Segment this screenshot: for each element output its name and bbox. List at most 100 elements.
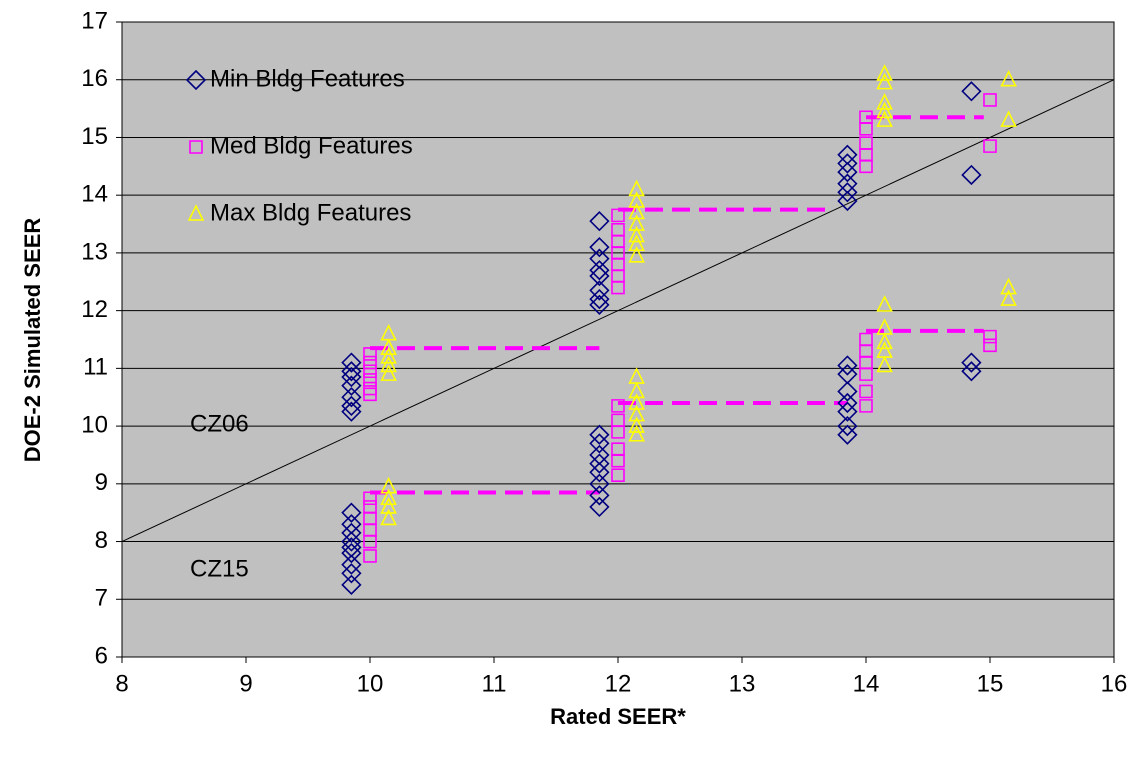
point	[363, 549, 377, 563]
point	[341, 387, 362, 408]
y-tick-label: 6	[95, 642, 108, 669]
x-tick-label: 16	[1101, 670, 1128, 697]
point	[380, 355, 397, 373]
point	[589, 265, 610, 287]
point	[628, 404, 645, 422]
point	[341, 531, 362, 552]
y-tick-label: 9	[95, 469, 108, 496]
point	[628, 416, 645, 433]
y-tick-label: 10	[81, 411, 108, 438]
point	[628, 191, 645, 208]
point	[341, 361, 362, 382]
point	[876, 101, 893, 119]
point	[589, 462, 610, 483]
point	[589, 433, 610, 454]
point	[859, 384, 873, 399]
point	[341, 366, 362, 388]
point	[961, 352, 982, 373]
x-tick-label: 12	[605, 670, 632, 697]
point	[961, 361, 982, 382]
point	[341, 554, 362, 575]
point	[859, 367, 873, 381]
x-tick-label: 11	[482, 670, 507, 697]
point	[837, 424, 858, 445]
point	[1000, 289, 1017, 306]
point	[983, 139, 997, 153]
plot-border	[121, 21, 1115, 658]
y-tick-label: 12	[81, 296, 108, 323]
x-tick-label: 10	[357, 670, 384, 697]
point	[341, 395, 362, 417]
point	[837, 355, 858, 376]
point	[341, 352, 362, 373]
point	[363, 534, 377, 549]
point	[876, 72, 893, 90]
diagonal-line	[121, 79, 1115, 542]
point	[341, 563, 362, 584]
point	[859, 399, 873, 413]
point	[341, 542, 362, 564]
point	[837, 161, 858, 183]
point	[837, 415, 858, 437]
legend-label: Min Bldg Features	[210, 65, 405, 92]
point	[628, 179, 645, 197]
point	[837, 182, 858, 203]
point	[589, 280, 610, 301]
point	[876, 64, 893, 81]
point	[628, 393, 645, 410]
point	[611, 425, 625, 439]
y-tick-label: 13	[81, 238, 108, 265]
point	[628, 246, 645, 263]
point	[589, 473, 610, 494]
point	[628, 214, 645, 231]
point	[380, 497, 397, 514]
point	[589, 294, 610, 315]
y-tick-label: 11	[83, 354, 108, 381]
point	[876, 355, 893, 373]
x-tick-label: 15	[977, 670, 1004, 697]
y-tick-label: 7	[95, 585, 108, 612]
point	[859, 159, 873, 174]
point	[589, 237, 610, 258]
point	[1000, 69, 1017, 87]
point	[837, 190, 858, 212]
point	[589, 485, 610, 506]
point	[341, 401, 362, 422]
point	[589, 288, 610, 310]
x-axis-label: Rated SEER*	[550, 704, 686, 729]
legend-label: Med Bldg Features	[210, 132, 413, 159]
point	[983, 93, 997, 107]
point	[876, 110, 893, 127]
point	[628, 225, 645, 243]
point	[589, 260, 610, 281]
point	[876, 332, 893, 350]
point	[380, 364, 397, 381]
point	[589, 496, 610, 518]
point	[380, 347, 397, 364]
point	[589, 424, 610, 445]
point	[611, 453, 625, 468]
legend-marker	[187, 204, 205, 221]
x-tick-label: 9	[239, 670, 252, 697]
legend-label: Max Bldg Features	[210, 199, 411, 226]
legend-marker	[189, 140, 203, 154]
point	[611, 208, 625, 223]
point	[589, 453, 610, 474]
x-tick-label: 8	[115, 670, 128, 697]
point	[983, 338, 997, 353]
point	[1000, 277, 1017, 295]
plot-area	[122, 22, 1114, 657]
point	[837, 153, 858, 174]
point	[837, 381, 858, 402]
point	[837, 401, 858, 422]
y-tick-label: 15	[81, 123, 108, 150]
point	[611, 280, 625, 295]
point	[1000, 110, 1017, 127]
y-axis-label: DOE-2 Simulated SEER	[20, 218, 45, 463]
point	[341, 522, 362, 544]
legend-marker	[185, 69, 207, 91]
y-tick-label: 17	[81, 7, 108, 34]
point	[628, 381, 645, 399]
point	[611, 399, 625, 413]
